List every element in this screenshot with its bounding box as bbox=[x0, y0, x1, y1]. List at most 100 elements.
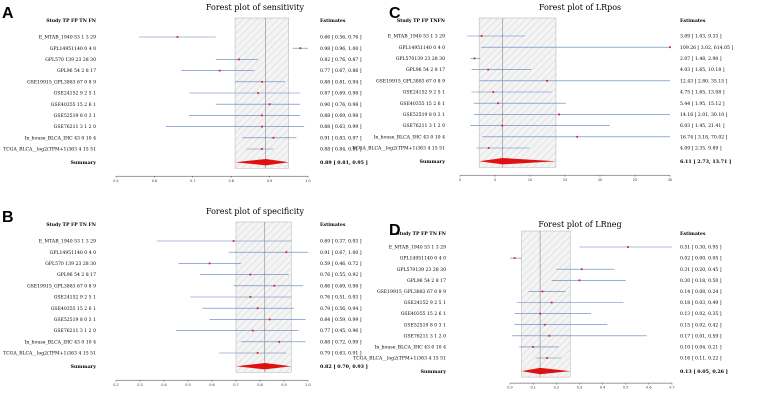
study-estimate-text: 0.66 [ 0.56, 0.76 ] bbox=[320, 35, 362, 41]
study-point-estimate bbox=[627, 246, 629, 248]
study-point-estimate bbox=[251, 329, 254, 332]
study-label: GSE19915_GPL3883 67 0 8 9 bbox=[377, 289, 446, 295]
x-tick-label: 20 bbox=[598, 178, 602, 182]
study-label: GSE24152 9 2 5 1 bbox=[54, 295, 96, 301]
panel-label: A bbox=[2, 5, 14, 22]
study-row: TCGA_BLCA__log2(TPM+1)363 4 15 51 4.09 [ … bbox=[352, 145, 722, 152]
summary-label: Summary bbox=[420, 369, 446, 375]
study-point-estimate bbox=[278, 340, 281, 343]
study-row: TCGA_BLCA__log2(TPM+1)363 4 15 51 0.88 [ … bbox=[3, 146, 362, 153]
study-label: TCGA_BLCA__log2(TPM+1)363 4 15 51 bbox=[3, 350, 96, 357]
x-tick-label: 0.6 bbox=[209, 383, 214, 387]
study-point-estimate bbox=[261, 114, 263, 117]
study-point-estimate bbox=[273, 284, 276, 287]
study-label: GPL96 54 2 8 17 bbox=[406, 67, 445, 73]
study-point-estimate bbox=[261, 80, 263, 83]
summary-row: Summary 0.13 [ 0.05, 0.26 ] bbox=[420, 367, 728, 375]
study-point-estimate bbox=[541, 290, 544, 293]
summary-estimate-text: 0.13 [ 0.05, 0.26 ] bbox=[680, 369, 728, 375]
study-label: GSE40355 15 2 6 1 bbox=[400, 101, 445, 107]
study-label: GSE52519 8 0 3 1 bbox=[54, 113, 96, 119]
x-tick-label: 0.6 bbox=[646, 386, 651, 390]
x-axis: 0 5 10 15 20 25 30 bbox=[459, 174, 672, 182]
study-row: GPL570 139 23 28 30 0.82 [ 0.76, 0.87 ] bbox=[45, 57, 362, 63]
summary-diamond bbox=[479, 158, 556, 165]
study-label: GSE52519 8 0 3 1 bbox=[403, 112, 445, 118]
x-tick-label: 0.0 bbox=[507, 386, 512, 390]
study-point-estimate bbox=[492, 91, 495, 93]
study-row: In_house_BLCA_IHC 43 0 10 4 0.91 [ 0.83, … bbox=[25, 135, 362, 141]
study-point-estimate bbox=[487, 68, 490, 71]
study-row: E_MTAB_1940 53 1 3 29 0.66 [ 0.56, 0.76 ] bbox=[39, 35, 362, 41]
x-tick-label: 30 bbox=[668, 178, 672, 182]
x-tick-label: 0.8 bbox=[257, 383, 262, 387]
panel-label: D bbox=[389, 222, 401, 239]
study-point-estimate bbox=[261, 148, 263, 150]
study-label: GSE24152 9 2 5 1 bbox=[403, 90, 445, 96]
panel-title: Forest plot of LRpos bbox=[539, 3, 621, 12]
study-estimate-text: 3.09 [ 1.03, 9.33 ] bbox=[680, 34, 722, 40]
x-axis: 0.5 0.6 0.7 0.8 0.9 1.0 bbox=[113, 175, 311, 183]
study-estimate-text: 0.77 [ 0.67, 0.86 ] bbox=[320, 68, 362, 74]
summary-estimate-text: 0.82 [ 0.70, 0.93 ] bbox=[320, 364, 368, 370]
panel-label: C bbox=[389, 5, 401, 22]
study-label: GPL14951140 0 4 0 bbox=[50, 46, 96, 52]
study-row: GSE19915_GPL3883 67 0 8 9 0.88 [ 0.81, 0.… bbox=[27, 79, 362, 85]
study-row: GPL570139 23 28 30 0.31 [ 0.20, 0.45 ] bbox=[397, 267, 722, 273]
study-estimate-text: 0.16 [ 0.11, 0.22 ] bbox=[680, 356, 722, 362]
study-point-estimate bbox=[513, 257, 516, 259]
x-tick-label: 0.4 bbox=[600, 386, 605, 390]
x-tick-label: 0.3 bbox=[137, 383, 142, 387]
study-row: GSE40355 15 2 6 1 5.44 [ 1.95, 15.12 ] bbox=[400, 101, 725, 107]
study-label: GSE52519 8 0 3 1 bbox=[54, 317, 96, 323]
study-row: GSE40355 15 2 6 1 0.79 [ 0.56, 0.94 ] bbox=[51, 306, 362, 312]
study-estimate-text: 4.75 [ 1.65, 13.08 ] bbox=[680, 90, 725, 96]
study-estimate-text: 0.86 [ 0.69, 0.98 ] bbox=[320, 283, 362, 289]
study-row: E_MTAB_1940 53 1 3 29 3.09 [ 1.03, 9.33 ] bbox=[388, 34, 722, 40]
x-tick-label: 0.5 bbox=[185, 383, 190, 387]
column-header-study: Study TP FP TN FN bbox=[396, 231, 447, 237]
study-point-estimate bbox=[487, 147, 490, 149]
x-tick-label: 0.7 bbox=[190, 179, 195, 183]
study-point-estimate bbox=[268, 103, 271, 106]
study-estimate-text: 0.90 [ 0.76, 0.98 ] bbox=[320, 102, 362, 108]
study-point-estimate bbox=[256, 352, 259, 354]
study-point-estimate bbox=[546, 79, 548, 82]
summary-ci-band bbox=[521, 230, 571, 378]
study-row: GSE52519 8 0 3 1 0.15 [ 0.02, 0.42 ] bbox=[404, 322, 722, 328]
study-estimate-text: 14.16 [ 2.01, 30.10 ] bbox=[680, 112, 728, 118]
study-label: TCGA_BLCA__log2(TPM+1)363 4 15 51 bbox=[3, 146, 96, 153]
study-row: GPL96 54 2 8 17 0.77 [ 0.67, 0.86 ] bbox=[57, 68, 362, 74]
x-axis: 0.2 0.3 0.4 0.5 0.6 0.7 0.8 0.9 1.0 bbox=[113, 379, 311, 387]
study-label: GPL96 54 2 8 17 bbox=[407, 278, 446, 284]
study-estimate-text: 0.13 [ 0.02, 0.35 ] bbox=[680, 311, 722, 317]
study-row: GPL14951140 0 4 0 0.98 [ 0.96, 1.00 ] bbox=[50, 46, 362, 52]
x-tick-label: 0.7 bbox=[233, 383, 238, 387]
study-estimate-text: 0.88 [ 0.69, 0.98 ] bbox=[320, 113, 362, 119]
summary-diamond bbox=[521, 367, 571, 375]
study-estimate-text: 0.88 [ 0.63, 0.99 ] bbox=[320, 124, 362, 130]
study-row: GPL96 54 2 8 17 0.30 [ 0.18, 0.50 ] bbox=[407, 278, 722, 284]
study-label: GSE24152 9 2 5 1 bbox=[404, 300, 446, 306]
study-row: In_house_BLCA_IHC 43 0 10 4 16.74 [ 3.18,… bbox=[374, 134, 728, 140]
study-row: GSE24152 9 2 5 1 0.87 [ 0.69, 0.98 ] bbox=[54, 91, 362, 97]
study-label: E_MTAB_1940 53 1 3 29 bbox=[388, 34, 445, 40]
study-label: GSE76211 3 1 2 0 bbox=[404, 333, 446, 339]
study-estimate-text: 109.26 [ 3.02, 614.05 ] bbox=[680, 45, 733, 51]
study-label: GPL570139 23 28 30 bbox=[397, 267, 446, 273]
summary-estimate-text: 6.11 [ 2.73, 13.71 ] bbox=[680, 159, 731, 165]
study-row: GSE19915_GPL3883 67 0 8 9 12.43 [ 2.80, 3… bbox=[376, 78, 728, 84]
study-row: In_house_BLCA_IHC 43 0 10 4 0.88 [ 0.72, … bbox=[25, 339, 362, 345]
study-point-estimate bbox=[543, 323, 546, 326]
summary-row: Summary 0.89 [ 0.81, 0.95 ] bbox=[70, 159, 368, 166]
study-point-estimate bbox=[501, 124, 504, 127]
study-label: E_MTAB_1940 53 1 3 29 bbox=[39, 35, 96, 41]
study-label: In_house_BLCA_IHC 43 0 10 4 bbox=[375, 345, 446, 351]
study-point-estimate bbox=[497, 102, 499, 105]
study-estimate-text: 0.02 [ 0.00, 0.05 ] bbox=[680, 256, 722, 262]
study-row: TCGA_BLCA__log2(TPM+1)363 4 15 51 0.16 [ … bbox=[353, 355, 722, 362]
column-header-estimates: Estimates bbox=[320, 18, 346, 24]
column-header-estimates: Estimates bbox=[680, 18, 706, 24]
x-tick-label: 0.2 bbox=[113, 383, 118, 387]
summary-row: Summary 0.82 [ 0.70, 0.93 ] bbox=[70, 363, 368, 370]
